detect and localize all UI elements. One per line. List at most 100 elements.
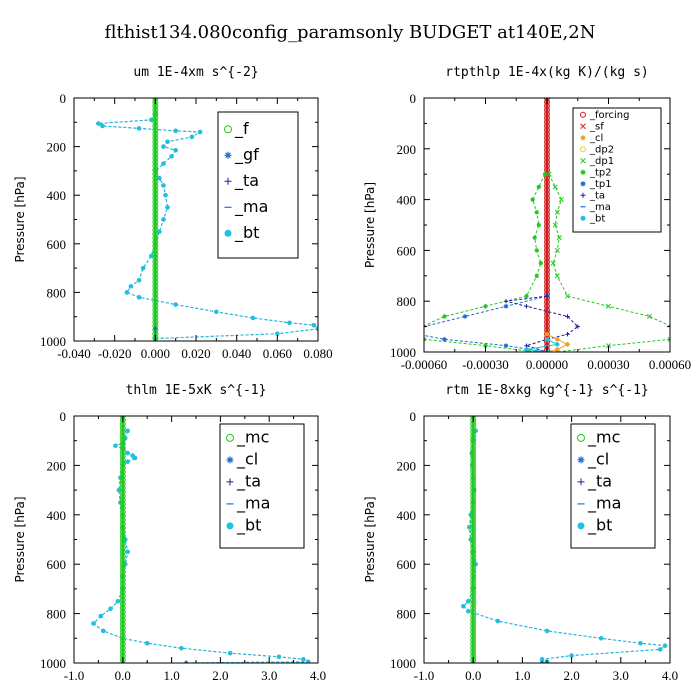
x-tick-label: 1.0	[514, 668, 530, 683]
data-point	[119, 469, 126, 475]
legend-marker	[226, 456, 234, 464]
data-point	[470, 605, 477, 611]
data-point	[544, 135, 550, 141]
data-point	[544, 293, 550, 299]
data-point	[214, 309, 219, 315]
data-point	[152, 243, 159, 249]
data-point	[544, 199, 550, 205]
x-tick-label: 0.080	[303, 346, 332, 361]
series-mc	[470, 416, 477, 663]
data-point	[119, 581, 126, 587]
data-point	[152, 203, 159, 209]
legend-marker	[580, 192, 586, 198]
x-tick-label: 4.0	[662, 668, 678, 683]
legend-marker	[580, 169, 586, 175]
data-point	[544, 303, 550, 309]
data-point	[152, 219, 159, 225]
data-point	[544, 111, 550, 117]
data-point	[544, 187, 550, 193]
data-point	[119, 517, 126, 523]
data-point	[470, 553, 477, 559]
data-point	[152, 195, 159, 201]
data-point	[119, 569, 126, 575]
y-tick-label: 200	[47, 140, 67, 155]
data-point	[161, 144, 166, 149]
data-point	[470, 437, 477, 443]
data-point	[657, 647, 663, 652]
data-point	[152, 235, 159, 241]
data-point	[119, 617, 126, 623]
data-point	[554, 247, 560, 253]
data-point	[152, 303, 159, 309]
data-point	[470, 585, 477, 591]
data-point	[119, 433, 126, 439]
data-point	[470, 489, 477, 495]
data-point	[119, 637, 126, 643]
data-point	[124, 290, 130, 295]
data-point	[119, 449, 126, 455]
data-point	[461, 603, 466, 609]
y-tick-label: 1000	[390, 656, 416, 671]
data-point	[544, 331, 550, 337]
y-tick-label: 200	[397, 142, 417, 157]
data-point	[125, 459, 130, 464]
data-point	[119, 597, 126, 603]
data-point	[152, 271, 159, 277]
data-point	[470, 649, 477, 655]
legend-entry: _ma	[587, 494, 621, 514]
data-point	[125, 549, 130, 555]
data-point	[315, 326, 318, 332]
data-point	[157, 229, 162, 234]
data-point	[442, 337, 447, 342]
legend-entry: _tp1	[589, 179, 612, 190]
data-point	[470, 633, 477, 639]
series-mc	[119, 416, 126, 663]
y-tick-label: 400	[397, 193, 417, 208]
data-point	[227, 650, 233, 656]
data-point	[470, 457, 477, 463]
data-point	[470, 469, 477, 475]
data-point	[470, 625, 477, 631]
legend-entry: _mc	[587, 428, 620, 448]
data-point	[119, 525, 126, 531]
data-point	[470, 637, 477, 643]
data-point	[152, 283, 159, 289]
data-point	[550, 260, 556, 266]
legend-marker	[224, 125, 232, 134]
data-point	[470, 513, 477, 519]
data-point	[119, 545, 126, 551]
data-point	[565, 342, 570, 347]
data-point	[544, 147, 550, 153]
data-point	[534, 210, 539, 215]
data-point	[470, 597, 477, 603]
data-point	[410, 329, 414, 333]
data-point	[119, 577, 126, 583]
legend-entry: _tp2	[589, 167, 612, 178]
data-point	[544, 323, 550, 329]
y-tick-label: 800	[47, 607, 67, 622]
data-point	[119, 457, 126, 463]
data-point	[470, 565, 477, 571]
data-point	[470, 473, 477, 479]
panel-1: um 1E-4xm s^{-2} Pressure [hPa] -0.040 -0.0…	[13, 65, 333, 361]
data-point	[119, 621, 126, 627]
data-point	[152, 207, 159, 213]
data-point	[152, 279, 159, 285]
data-point	[152, 259, 159, 265]
data-point	[470, 505, 477, 511]
data-point	[119, 601, 126, 607]
data-point	[470, 641, 477, 647]
y-tick-label: 1000	[40, 334, 66, 349]
data-point	[555, 347, 560, 352]
data-point	[165, 139, 170, 144]
data-point	[470, 501, 477, 507]
data-point	[152, 291, 159, 297]
data-point	[544, 203, 550, 209]
data-point	[152, 171, 159, 177]
data-point	[544, 127, 550, 133]
data-point	[544, 259, 550, 265]
data-point	[250, 315, 256, 321]
y-axis-label: Pressure [hPa]	[363, 496, 377, 582]
data-point	[152, 127, 159, 133]
